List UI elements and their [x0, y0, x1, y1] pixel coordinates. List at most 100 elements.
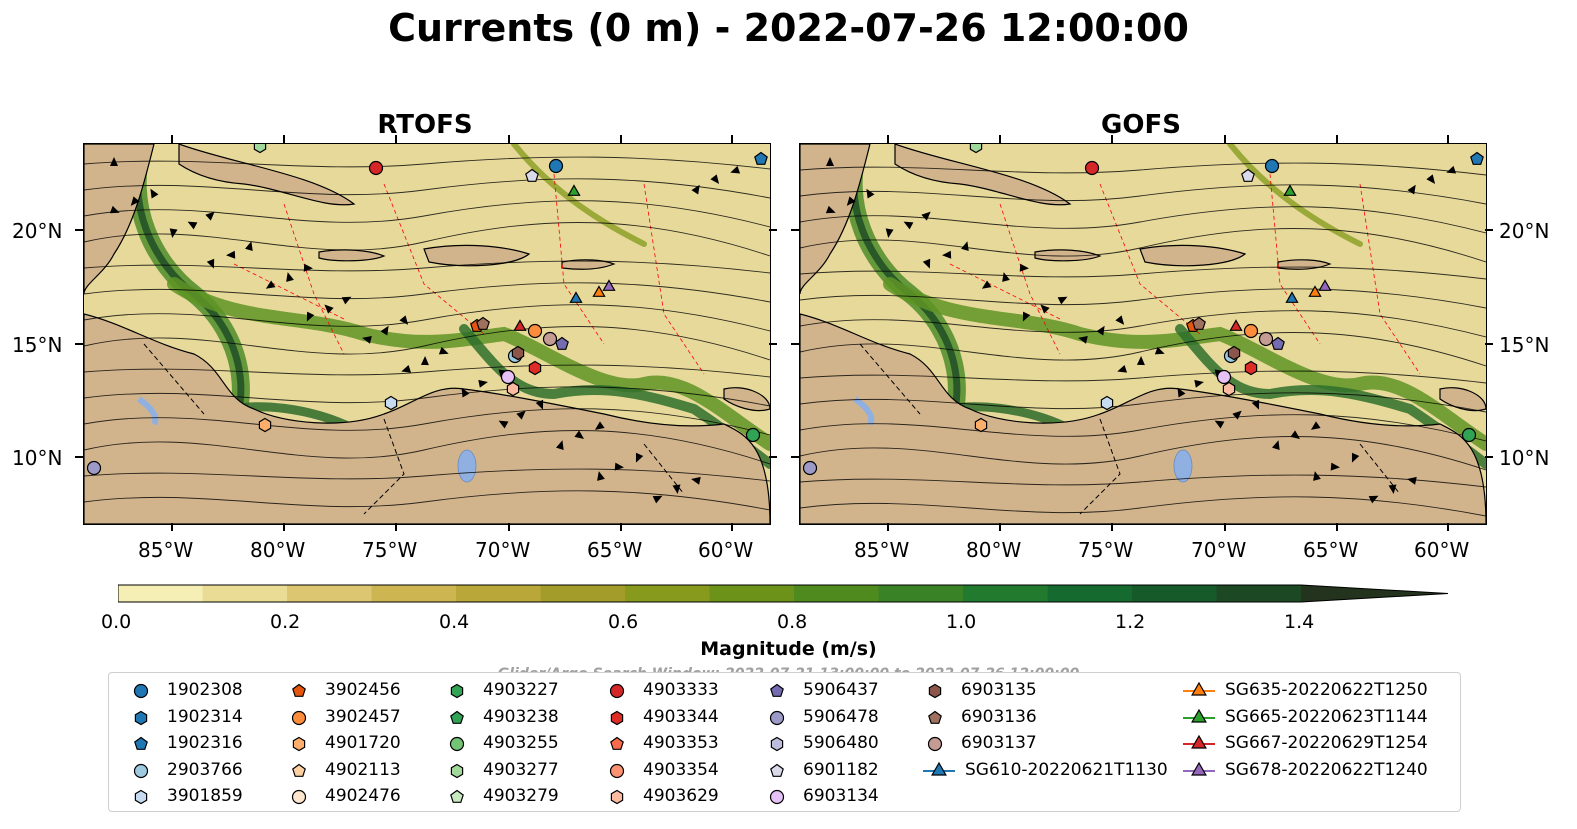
legend-marker-icon — [928, 683, 942, 699]
observation-marker — [555, 336, 569, 350]
observation-marker — [511, 345, 525, 361]
legend-marker-icon — [292, 736, 306, 752]
observation-marker — [1243, 323, 1259, 339]
colorbar-segment — [1047, 585, 1133, 602]
lat-tickmark — [75, 229, 83, 231]
colorbar — [117, 584, 1449, 603]
legend-marker-icon — [292, 763, 306, 777]
lon-tickmark — [171, 523, 173, 531]
colorbar-tick-label: 1.0 — [946, 611, 977, 633]
lon-tickmark — [1111, 135, 1113, 143]
lat-tick-label: 10°N — [1499, 446, 1550, 470]
lat-tickmark — [1485, 343, 1493, 345]
lat-tickmark — [791, 343, 799, 345]
legend-marker-icon — [609, 763, 625, 778]
colorbar-segment — [625, 585, 711, 602]
legend-label: 4903629 — [643, 786, 719, 806]
lon-tickmark — [887, 523, 889, 531]
lon-tickmark — [508, 523, 510, 531]
observation-marker — [548, 158, 564, 174]
colorbar-segment — [118, 585, 204, 602]
rtofs-map — [83, 143, 771, 525]
lon-tick-label: 80°W — [966, 538, 1022, 562]
legend-label: 6903137 — [961, 733, 1037, 753]
legend-marker-icon — [291, 710, 307, 725]
observation-marker — [527, 323, 543, 339]
legend-label: 1902316 — [167, 733, 243, 753]
observation-marker — [1100, 395, 1114, 411]
legend-label: 4902476 — [325, 786, 401, 806]
observation-marker — [384, 395, 398, 411]
legend-label: 3902457 — [325, 706, 401, 727]
legend-marker-icon — [134, 710, 148, 725]
lon-tick-label: 65°W — [1303, 538, 1359, 562]
legend-marker-icon — [292, 683, 306, 697]
observation-marker — [525, 168, 539, 182]
legend-label: 1902314 — [167, 706, 243, 727]
lat-tickmark — [769, 343, 777, 345]
legend-marker-icon — [1191, 734, 1207, 749]
lon-tick-label: 85°W — [138, 538, 194, 562]
observation-marker — [1318, 279, 1332, 291]
legend-label: 4903255 — [483, 733, 559, 753]
lon-tick-label: 85°W — [854, 538, 910, 562]
observation-marker — [1216, 369, 1232, 385]
observation-marker — [969, 144, 983, 154]
lon-tickmark — [999, 135, 1001, 143]
observation-marker — [476, 316, 490, 330]
observation-marker — [1192, 316, 1206, 330]
colorbar-tick-label: 1.2 — [1115, 611, 1146, 633]
legend-marker-icon — [133, 763, 149, 778]
legend-label: 5906437 — [803, 680, 879, 700]
legend-label: 4902113 — [325, 759, 401, 780]
legend-marker-icon — [769, 789, 785, 805]
legend-marker-icon — [1191, 761, 1207, 776]
observation-marker — [1222, 381, 1236, 397]
colorbar-segment — [1216, 585, 1302, 602]
observation-marker — [86, 460, 102, 476]
legend-label: 5906478 — [803, 706, 879, 727]
legend-label: 3902456 — [325, 680, 401, 700]
lat-tick-label: 15°N — [1499, 333, 1550, 357]
legend-marker-icon — [450, 789, 464, 803]
figure-title: Currents (0 m) - 2022-07-26 12:00:00 — [388, 6, 1189, 50]
lon-tickmark — [1336, 135, 1338, 143]
legend-marker-icon — [770, 763, 784, 777]
legend-marker-icon — [1191, 708, 1207, 723]
lon-tick-label: 75°W — [1078, 538, 1134, 562]
lat-tickmark — [769, 229, 777, 231]
legend-marker-icon — [450, 710, 464, 724]
legend-marker-icon — [133, 683, 149, 699]
colorbar-segment — [794, 585, 880, 602]
observation-marker — [542, 331, 558, 347]
observation-marker — [368, 160, 384, 176]
lon-tickmark — [1111, 523, 1113, 531]
legend-marker-icon — [931, 761, 947, 776]
observation-marker — [567, 184, 581, 196]
gofs-map — [799, 143, 1487, 525]
legend-marker-icon — [770, 683, 784, 697]
observation-marker — [258, 417, 272, 433]
legend-label: 4903277 — [483, 759, 559, 780]
colorbar-segment — [1132, 585, 1218, 602]
lon-tickmark — [1224, 135, 1226, 143]
lat-tickmark — [1485, 229, 1493, 231]
legend-label: SG665-20220623T1144 — [1225, 706, 1428, 727]
lon-tickmark — [395, 135, 397, 143]
lon-tick-label: 65°W — [587, 538, 643, 562]
legend-marker-icon — [450, 763, 464, 778]
lon-tickmark — [999, 523, 1001, 531]
lon-tickmark — [1447, 523, 1449, 531]
colorbar-tick-label: 0.8 — [777, 611, 808, 633]
lat-tick-label: 10°N — [12, 446, 63, 470]
lat-tick-label: 20°N — [1499, 219, 1550, 243]
lon-tickmark — [283, 523, 285, 531]
colorbar-tick-label: 0.6 — [608, 611, 639, 633]
lat-tickmark — [769, 456, 777, 458]
legend-marker-icon — [927, 736, 943, 752]
colorbar-title: Magnitude (m/s) — [700, 638, 877, 660]
observation-marker — [602, 279, 616, 291]
legend-marker-icon — [928, 710, 942, 724]
colorbar-segment — [709, 585, 795, 602]
observation-marker — [1271, 336, 1285, 350]
